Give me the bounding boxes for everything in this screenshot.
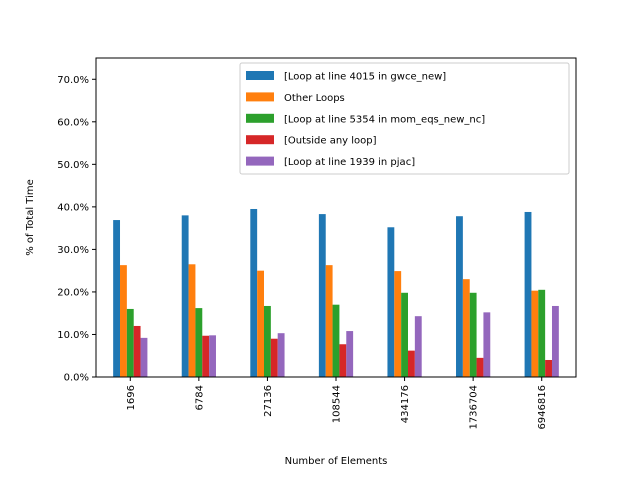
bar-series-3-1696 [126, 308, 134, 377]
y-tick-label: 10.0% [57, 330, 89, 341]
bar-series-3-1736704 [469, 292, 477, 377]
bar-series-1-1736704 [456, 216, 463, 377]
legend-entry: [Loop at line 5354 in mom_eqs_new_nc] [284, 114, 485, 125]
bar-series-2-6946816 [531, 290, 539, 377]
bar-series-3-6784 [195, 308, 203, 377]
x-axis: 1696 6784 27136 108544 434176 1736704 6946816 [126, 377, 548, 430]
x-tick-label: 1736704 [469, 385, 480, 430]
legend-swatch [246, 113, 274, 123]
y-axis: 0.0% 10.0% 20.0% 30.0% 40.0% 50.0% 60.0% 70.0% [57, 75, 96, 384]
bar-series-1-1696 [113, 220, 121, 377]
y-tick-label: 60.0% [57, 117, 89, 128]
bar-series-4-1696 [133, 325, 141, 377]
bar-series-3-434176 [401, 292, 408, 377]
bar-series-2-6784 [188, 264, 196, 377]
bar-series-4-434176 [408, 350, 415, 377]
bar-series-4-6784 [202, 335, 210, 377]
bar-series-3-6946816 [538, 289, 546, 377]
bar-series-1-6946816 [524, 211, 532, 377]
x-tick-label: 6784 [194, 385, 205, 410]
y-tick-label: 30.0% [57, 245, 89, 256]
bar-series-4-6946816 [545, 359, 552, 377]
bars-layer [113, 208, 559, 377]
bar-series-1-434176 [387, 227, 395, 377]
bar-series-5-6946816 [551, 305, 559, 377]
bar-series-5-1736704 [483, 312, 491, 377]
x-tick-label: 27136 [263, 385, 274, 417]
bar-series-3-27136 [264, 305, 271, 377]
bar-series-5-434176 [414, 316, 422, 377]
y-tick-label: 70.0% [57, 75, 89, 86]
y-tick-label: 20.0% [57, 287, 89, 298]
legend-swatch [246, 135, 274, 145]
legend: [Loop at line 4015 in gwce_new] Other Loo… [239, 62, 570, 175]
bar-series-3-108544 [332, 304, 340, 377]
legend-entry: [Loop at line 4015 in gwce_new] [284, 72, 446, 83]
bar-series-2-108544 [325, 265, 333, 377]
bar-series-2-1736704 [462, 279, 470, 377]
x-tick-label: 6946816 [537, 385, 548, 430]
y-tick-label: 0.0% [64, 373, 89, 384]
legend-entry: Other Loops [284, 93, 345, 104]
bar-series-2-27136 [257, 270, 264, 377]
x-tick-label: 434176 [400, 385, 411, 423]
x-tick-label: 1696 [126, 385, 137, 410]
bar-series-5-27136 [277, 333, 285, 377]
bar-series-1-27136 [250, 208, 258, 377]
bar-series-4-1736704 [476, 357, 484, 377]
bar-series-1-108544 [318, 214, 326, 377]
legend-box [239, 62, 570, 175]
x-tick-label: 108544 [332, 385, 343, 423]
bar-series-2-434176 [394, 271, 402, 377]
legend-swatch [246, 92, 274, 102]
x-axis-label: Number of Elements [285, 456, 388, 467]
legend-entry: [Outside any loop] [284, 136, 377, 147]
bar-series-5-6784 [209, 335, 216, 377]
bar-series-5-1696 [140, 337, 148, 377]
legend-swatch [246, 71, 274, 80]
bar-series-4-108544 [339, 344, 347, 377]
legend-entry: [Loop at line 1939 in pjac] [284, 157, 415, 168]
y-axis-label: % of Total Time [25, 179, 36, 256]
bar-series-2-1696 [120, 265, 127, 377]
y-tick-label: 40.0% [57, 202, 89, 213]
legend-swatch [246, 156, 274, 166]
bar-series-1-6784 [181, 215, 189, 377]
y-tick-label: 50.0% [57, 160, 89, 171]
bar-series-4-27136 [270, 338, 278, 377]
bar-series-5-108544 [346, 331, 354, 377]
